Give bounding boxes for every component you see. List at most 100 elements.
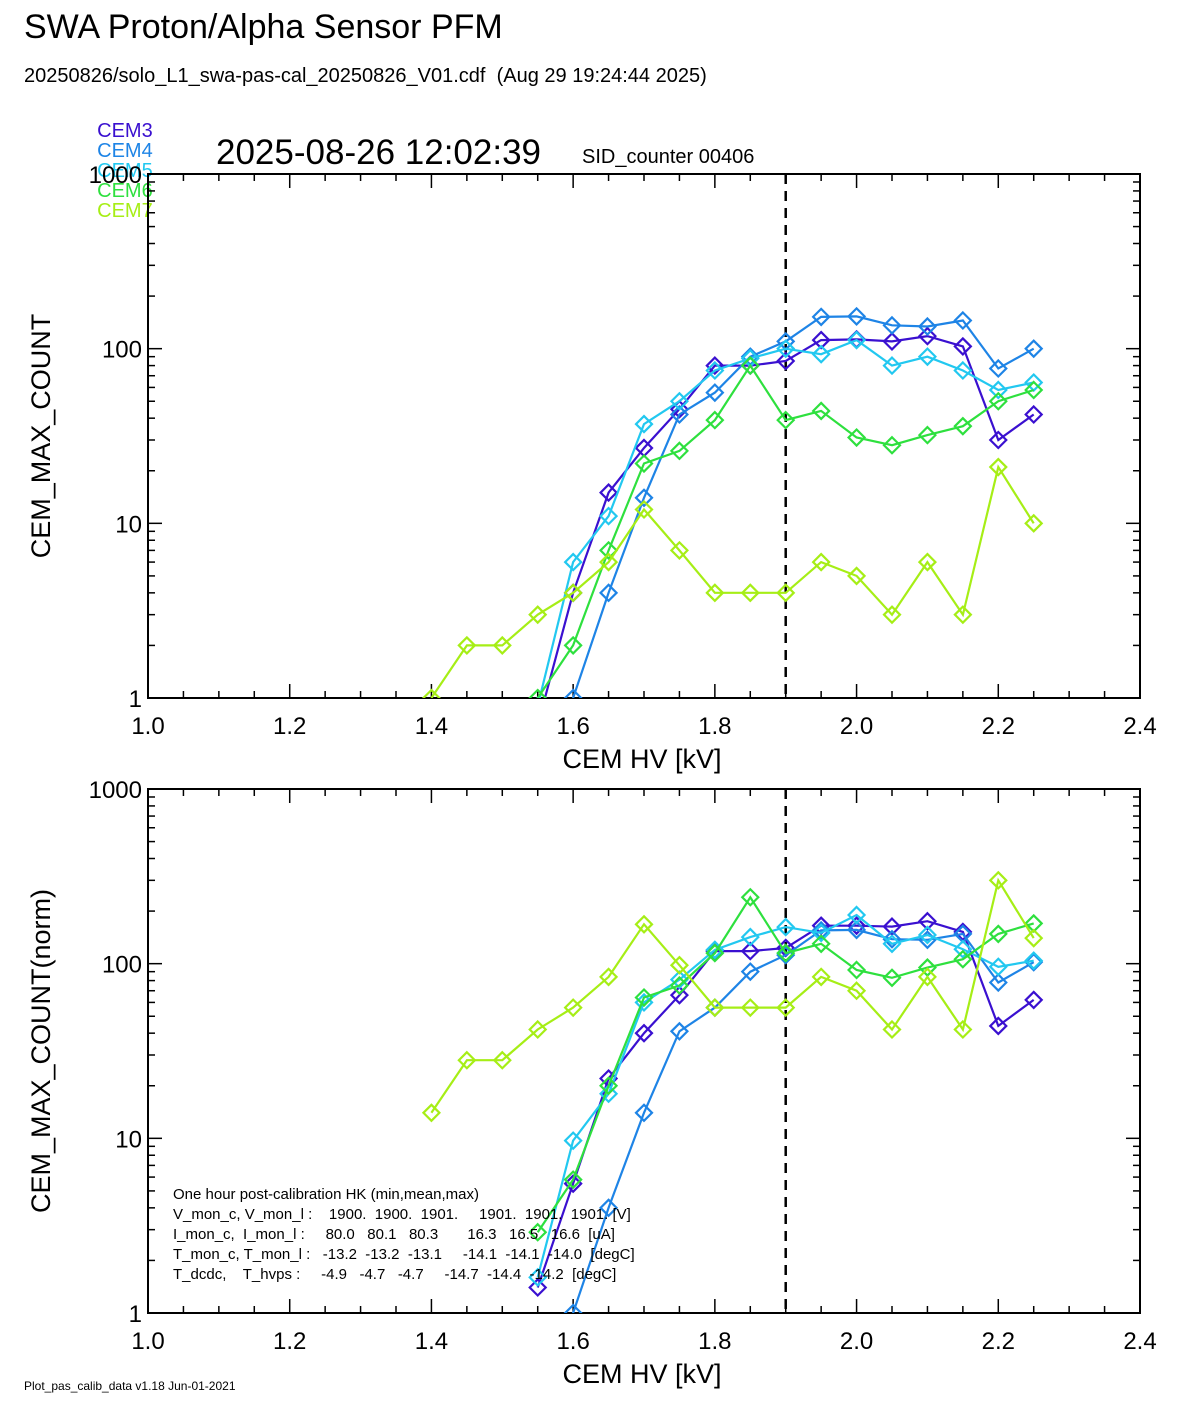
x-tick-label: 1.6 — [556, 713, 589, 740]
data-point-cem3 — [811, 330, 831, 350]
data-point-cem6 — [953, 416, 973, 436]
data-point-cem5 — [1024, 951, 1044, 971]
data-point-cem3 — [530, 717, 546, 733]
data-point-cem7 — [953, 1019, 973, 1040]
data-point-cem4 — [811, 307, 831, 327]
data-point-cem7 — [599, 552, 619, 572]
data-point-cem6 — [776, 410, 796, 430]
data-point-cem4 — [530, 1375, 546, 1391]
data-point-cem4 — [882, 929, 902, 949]
y-tick-label: 100 — [102, 952, 142, 979]
data-point-cem4 — [599, 583, 619, 603]
data-point-cem6 — [740, 356, 760, 376]
data-point-cem7 — [953, 605, 973, 625]
y-axis-label: CEM_MAX_COUNT(norm) — [26, 889, 56, 1213]
data-point-cem4 — [599, 1198, 619, 1218]
x-tick-label: 2.4 — [1123, 1328, 1156, 1355]
legend-item-cem5: CEM5 — [97, 160, 153, 182]
file-subtitle: 20250826/solo_L1_swa-pas-cal_20250826_V0… — [24, 65, 707, 87]
data-point-cem4 — [988, 358, 1008, 379]
data-point-cem7 — [705, 583, 725, 603]
data-point-cem6 — [917, 425, 937, 445]
data-point-cem5 — [988, 380, 1008, 400]
data-point-cem7 — [705, 998, 725, 1018]
data-point-cem7 — [563, 583, 583, 603]
series-line-cem7 — [430, 877, 1035, 1114]
data-point-cem6 — [847, 427, 867, 448]
data-point-cem6 — [776, 943, 796, 963]
data-point-cem6 — [882, 968, 902, 988]
sid-counter-label: SID_counter 00406 — [582, 146, 755, 168]
x-axis-label: CEM HV [kV] — [562, 1359, 721, 1389]
data-point-cem7 — [776, 998, 796, 1018]
chart-max-count-norm: 1.0 1.2 1.4 1.6 1.8 2.0 2.2 2.4 1 10 100 1000 CEM HV… — [26, 777, 1157, 1391]
data-point-cem5 — [882, 934, 902, 954]
data-point-cem7 — [740, 583, 760, 603]
series-line-cem5 — [538, 338, 1034, 698]
data-point-cem6 — [811, 401, 831, 421]
data-point-cem4 — [847, 920, 867, 940]
data-point-cem3 — [917, 326, 937, 346]
data-point-cem4 — [882, 315, 902, 335]
data-point-cem3 — [705, 356, 725, 376]
data-point-cem6 — [811, 934, 831, 954]
data-point-cem4 — [705, 383, 725, 403]
data-point-cem7 — [882, 605, 902, 625]
data-point-cem4 — [811, 920, 831, 940]
data-point-cem6 — [669, 441, 689, 461]
data-point-cem6 — [882, 435, 902, 455]
data-point-cem7 — [421, 688, 441, 698]
data-point-cem7 — [599, 967, 619, 987]
data-point-cem5 — [740, 927, 760, 947]
data-point-cem3 — [634, 1023, 654, 1043]
data-point-cem5 — [811, 344, 831, 364]
y-tick-label: 1 — [129, 1301, 142, 1328]
data-point-cem5 — [705, 940, 725, 960]
data-point-cem6 — [705, 410, 725, 430]
data-point-cem5 — [988, 957, 1008, 977]
y-tick-label: 10 — [115, 1126, 142, 1153]
x-tick-label: 2.4 — [1123, 713, 1156, 740]
data-point-cem3 — [917, 911, 937, 931]
timestamp: 2025-08-26 12:02:39 — [216, 133, 541, 172]
data-point-cem4 — [669, 404, 689, 425]
hk-annotation-line: I_mon_c, I_mon_l : 80.0 80.1 80.3 16.3 1… — [173, 1226, 615, 1243]
data-point-cem7 — [634, 499, 654, 520]
x-tick-label: 1.0 — [131, 713, 164, 740]
data-point-cem3 — [988, 1016, 1008, 1036]
page-title: SWA Proton/Alpha Sensor PFM — [24, 8, 503, 46]
data-point-cem7 — [882, 1019, 902, 1040]
data-point-cem7 — [1024, 513, 1044, 533]
data-point-cem3 — [740, 941, 760, 961]
data-point-cem6 — [669, 975, 689, 996]
data-point-cem7 — [740, 998, 760, 1018]
data-point-cem7 — [492, 635, 512, 655]
data-point-cem5 — [776, 917, 796, 937]
data-point-cem6 — [634, 987, 654, 1008]
x-tick-label: 2.0 — [840, 1328, 873, 1355]
x-tick-label: 1.4 — [415, 1328, 448, 1355]
y-tick-label: 1000 — [89, 162, 142, 189]
data-point-cem7 — [988, 457, 1008, 477]
data-point-cem4 — [740, 962, 760, 982]
data-point-cem4 — [634, 488, 654, 508]
data-point-cem3 — [847, 916, 867, 936]
data-point-cem7 — [457, 1050, 477, 1070]
data-point-cem7 — [528, 1019, 548, 1040]
data-point-cem5 — [917, 347, 937, 367]
y-axis-label: CEM_MAX_COUNT — [26, 314, 56, 559]
x-tick-label: 1.4 — [415, 713, 448, 740]
data-point-cem5 — [669, 391, 689, 411]
data-point-cem7 — [917, 552, 937, 572]
data-point-cem5 — [528, 1267, 548, 1287]
data-point-cem7 — [457, 635, 477, 655]
data-point-cem4 — [634, 1103, 654, 1123]
data-point-cem3 — [669, 985, 689, 1005]
data-point-cem4 — [563, 1303, 583, 1313]
data-point-cem6 — [563, 635, 583, 655]
x-tick-label: 1.8 — [698, 713, 731, 740]
data-point-cem6 — [953, 949, 973, 969]
series-line-cem3 — [543, 334, 1035, 698]
data-point-cem4 — [563, 688, 583, 698]
